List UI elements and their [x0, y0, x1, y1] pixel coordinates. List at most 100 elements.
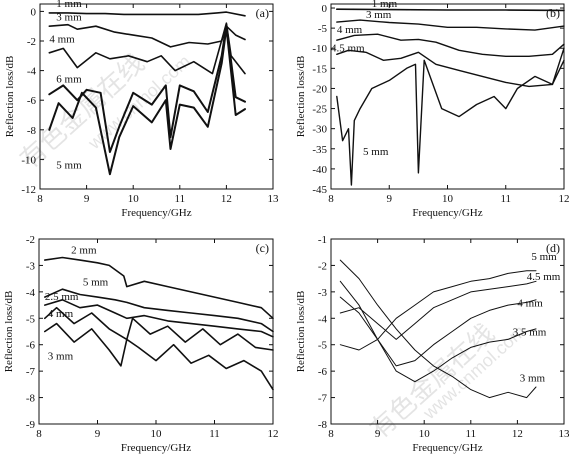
series-label-2-mm: 2 mm: [71, 245, 97, 257]
x-axis-label: Frequency/GHz: [412, 207, 482, 219]
y-tick-label: -3: [318, 287, 328, 299]
x-tick-label: 12: [512, 428, 523, 440]
y-axis-label: Reflection loss/dB: [4, 56, 16, 138]
series-line-5-mm: [48, 26, 246, 176]
x-tick-label: 9: [375, 428, 381, 440]
chart-panel-c: 8 9 10 11 12 -2 -3 -4 -5 -6 -7 -8 -9 Frequency/GHz Ref…: [3, 234, 279, 454]
panels: 8 9 10 11 12 130-2-4-6-8-10-12Frequency/GHzRe…: [3, 0, 570, 454]
y-tick-label: -4: [27, 66, 37, 78]
y-tick-label: -10: [312, 43, 327, 55]
x-tick-label: 12: [221, 193, 232, 205]
y-tick-label: -7: [318, 393, 328, 405]
y-tick-label: -8: [318, 419, 328, 431]
series-line-4-mm: [336, 33, 565, 57]
y-tick-label: 0: [31, 6, 37, 18]
plot-frame: [330, 238, 565, 425]
series-label-3-mm: 3 mm: [56, 11, 82, 23]
x-tick-label: 12: [559, 193, 570, 205]
x-tick-label: 10: [442, 193, 454, 205]
series-label-2-5-mm: 2.5 mm: [45, 291, 79, 303]
x-tick-label: 13: [268, 193, 280, 205]
y-tick-label: -6: [27, 95, 37, 107]
series-line-5-mm: [43, 288, 274, 333]
y-tick-label: -8: [26, 393, 36, 405]
series-label-6-mm: 6 mm: [56, 73, 82, 85]
series-label-3-mm: 3 mm: [520, 373, 546, 385]
y-tick-label: -9: [26, 419, 36, 431]
y-tick-label: -15: [312, 63, 327, 75]
x-tick-label: 12: [268, 428, 279, 440]
series-label-4-5-mm: 4.5 mm: [331, 42, 365, 54]
x-tick-label: 10: [151, 428, 163, 440]
panel-label: (c): [256, 241, 269, 255]
y-tick-label: -5: [318, 340, 328, 352]
x-tick-label: 10: [419, 428, 431, 440]
y-axis-label: Reflection loss/dB: [295, 56, 307, 138]
series-line-4-mm: [43, 306, 274, 351]
series-line-4-mm: [48, 22, 246, 75]
series-label-4-mm: 4 mm: [48, 308, 74, 320]
y-tick-label: -40: [312, 164, 327, 176]
y-axis-label: Reflection loss/dB: [3, 291, 15, 373]
y-tick-label: -45: [312, 184, 327, 196]
series-label-4-mm: 4 mm: [337, 24, 363, 36]
series-line-4-mm: [339, 296, 537, 367]
series-line-1-mm: [48, 11, 246, 17]
y-tick-label: -20: [312, 83, 327, 95]
x-tick-label: 11: [209, 428, 220, 440]
y-tick-label: -4: [318, 313, 328, 325]
y-tick-label: -8: [27, 125, 37, 137]
series-line-4-5-mm: [339, 280, 537, 340]
chart-panel-d: 8 9 10 11 12 13 -1 -2 -3 -4 -5 -6 -7 -8 Frequency/GHz R…: [295, 234, 570, 454]
series-label-3-5-mm: 3.5 mm: [513, 326, 547, 338]
series-label-3-mm: 3 mm: [48, 350, 74, 362]
y-tick-label: -2: [27, 36, 36, 48]
y-tick-label: -35: [312, 144, 327, 156]
series-label-5-mm: 5 mm: [363, 146, 389, 158]
y-tick-label: -10: [21, 154, 36, 166]
y-tick-label: 0: [322, 3, 328, 15]
x-tick-label: 10: [128, 193, 140, 205]
panel-label: (b): [546, 6, 560, 20]
y-tick-label: -2: [318, 260, 327, 272]
x-tick-label: 9: [84, 193, 90, 205]
series-label-1-mm: 1 mm: [56, 0, 82, 10]
x-tick-label: 9: [387, 193, 393, 205]
y-tick-label: -5: [318, 23, 328, 35]
x-tick-label: 9: [95, 428, 101, 440]
x-tick-label: 13: [559, 428, 571, 440]
series-line-2-mm: [43, 256, 274, 320]
x-tick-label: 8: [37, 193, 43, 205]
plot-frame: [39, 3, 274, 190]
x-tick-label: 11: [500, 193, 511, 205]
chart-panel-a: 8 9 10 11 12 13 0 -2 -4 -6 -8 -10 -12 Frequency/GHz Re…: [4, 0, 279, 219]
y-tick-label: -1: [318, 234, 327, 246]
series-label-5-mm: 5 mm: [531, 251, 557, 263]
series-line-5-mm: [336, 59, 565, 186]
y-tick-label: -30: [312, 124, 327, 136]
y-tick-label: -4: [26, 287, 36, 299]
x-axis-label: Frequency/GHz: [121, 207, 191, 219]
series-label-1-mm: 1 mm: [372, 0, 398, 10]
y-tick-label: -12: [21, 184, 36, 196]
x-axis-label: Frequency/GHz: [121, 442, 191, 454]
x-axis-label: Frequency/GHz: [412, 442, 482, 454]
y-tick-label: -3: [26, 260, 36, 272]
series-label-5-mm: 5 mm: [83, 276, 109, 288]
x-tick-label: 8: [36, 428, 42, 440]
series-label-5-mm: 5 mm: [56, 159, 82, 171]
series-line-3-mm: [336, 19, 565, 31]
series-line-4-5-mm: [336, 47, 565, 88]
series-line-5-mm: [339, 270, 537, 351]
y-tick-label: -2: [26, 234, 35, 246]
panel-label: (a): [256, 6, 269, 20]
panel-label: (d): [546, 241, 560, 255]
y-tick-label: -7: [26, 366, 36, 378]
series-line-1-mm: [335, 8, 565, 12]
series-label-4-5-mm: 4.5 mm: [527, 271, 561, 283]
y-tick-label: -5: [26, 313, 36, 325]
series-line-3-mm: [43, 322, 274, 391]
x-tick-label: 11: [466, 428, 477, 440]
